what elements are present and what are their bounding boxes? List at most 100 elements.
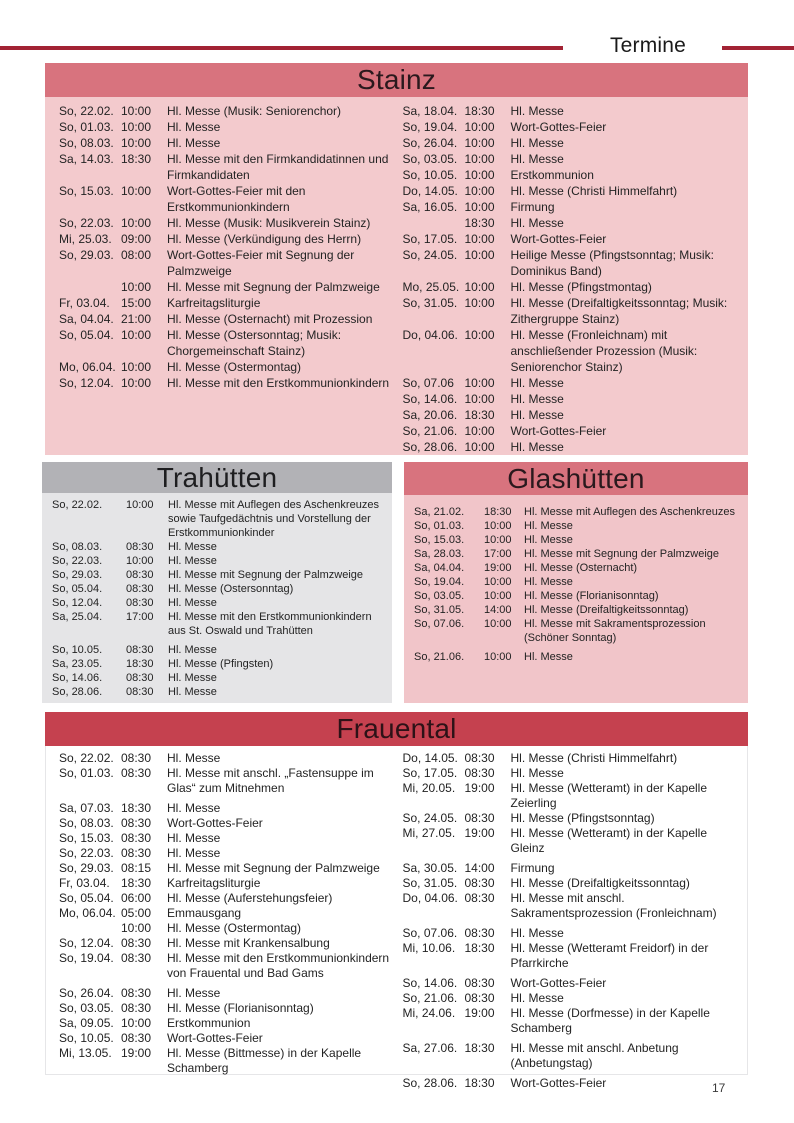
entry-date: So, 31.05. bbox=[414, 604, 465, 616]
schedule-column: Do, 14.05. 08:30 Hl. Messe (Christi Himmel… bbox=[402, 751, 735, 1090]
entry-text: Hl. Messe mit Krankensalbung bbox=[167, 936, 330, 950]
entry-date: So, 15.03. bbox=[59, 184, 114, 198]
schedule-row: So, 15.03. 08:30 Hl. Messe bbox=[59, 831, 391, 846]
entry-time: 09:00 bbox=[121, 232, 152, 246]
entry-time: 19:00 bbox=[121, 1046, 152, 1060]
entry-date: So, 29.03. bbox=[59, 248, 114, 262]
entry-date: So, 03.05. bbox=[402, 152, 458, 166]
schedule-row: So, 28.06. 08:30 Hl. Messe bbox=[52, 685, 382, 699]
schedule-row: So, 14.06. 10:00 Hl. Messe bbox=[403, 391, 735, 407]
schedule-row: So, 03.05. 08:30 Hl. Messe (Florianisonnta… bbox=[59, 1001, 391, 1016]
schedule-row: So, 29.03. 08:00 Wort-Gottes-Feier mit Seg… bbox=[59, 247, 391, 279]
schedule-column: So, 22.02. 10:00 Hl. Messe (Musik: Seniore… bbox=[59, 103, 391, 455]
entry-time: 14:00 bbox=[464, 861, 495, 875]
entry-date: Fr, 03.04. bbox=[59, 296, 110, 310]
section-header: Stainz bbox=[45, 63, 748, 97]
section-title: Stainz bbox=[356, 64, 437, 95]
entry-date: So, 01.03. bbox=[59, 120, 114, 134]
section-body: So, 22.02. 10:00 Hl. Messe (Musik: Seniore… bbox=[45, 97, 748, 455]
schedule-row: So, 28.06. 10:00 Hl. Messe bbox=[403, 439, 735, 455]
entry-text: Hl. Messe mit Auflegen des Aschenkreuzes bbox=[524, 506, 735, 518]
entry-text: Hl. Messe (Wetteramt) in der Kapelle Zei… bbox=[510, 781, 708, 810]
entry-date: Do, 14.05. bbox=[402, 751, 458, 765]
schedule-row: Mo, 25.05. 10:00 Hl. Messe (Pfingstmontag) bbox=[403, 279, 735, 295]
schedule-row: So, 03.05. 10:00 Hl. Messe (Florianisonnta… bbox=[414, 589, 738, 603]
schedule-row: So, 31.05. 10:00 Hl. Messe (Dreifaltigkeit… bbox=[403, 295, 735, 327]
schedule-row: Sa, 07.03. 18:30 Hl. Messe bbox=[59, 801, 391, 816]
entry-time: 18:30 bbox=[464, 941, 495, 955]
entry-text: Hl. Messe bbox=[510, 926, 564, 940]
entry-text: Hl. Messe mit Segnung der Palmzweige bbox=[167, 280, 380, 294]
entry-date: So, 05.04. bbox=[59, 891, 114, 905]
entry-date: Sa, 25.04. bbox=[52, 611, 103, 623]
schedule-row: So, 31.05. 08:30 Hl. Messe (Dreifaltigkeit… bbox=[403, 876, 735, 891]
schedule-row: So, 14.06. 08:30 Hl. Messe bbox=[52, 671, 382, 685]
entry-time: 10:00 bbox=[121, 328, 152, 342]
schedule-row: So, 19.04. 08:30 Hl. Messe mit den Erstkom… bbox=[59, 951, 391, 981]
entry-time: 10:00 bbox=[464, 392, 495, 406]
entry-date: So, 08.03. bbox=[52, 541, 103, 553]
entry-time: 10:00 bbox=[464, 168, 495, 182]
entry-text: Hl. Messe (Musik: Seniorenchor) bbox=[167, 104, 342, 118]
entry-time: 10:00 bbox=[121, 921, 152, 935]
section-title: Glashütten bbox=[507, 462, 645, 494]
schedule-row: Sa, 16.05. 10:00 Firmung bbox=[403, 199, 735, 215]
schedule-row: So, 12.04. 08:30 Hl. Messe mit Krankensalb… bbox=[59, 936, 391, 951]
entry-text: Hl. Messe mit anschl. Anbetung (Anbetung… bbox=[510, 1041, 679, 1070]
entry-time: 10:00 bbox=[121, 376, 152, 390]
entry-time: 10:00 bbox=[464, 328, 495, 342]
entry-date: Mo, 06.04. bbox=[59, 360, 116, 374]
entry-time: 10:00 bbox=[484, 651, 512, 663]
entry-text: Hl. Messe bbox=[167, 831, 221, 845]
entry-text: Hl. Messe bbox=[510, 991, 564, 1005]
entry-date: So, 07.06. bbox=[414, 618, 465, 630]
entry-date: So, 07.06 bbox=[402, 376, 454, 390]
entry-date: Sa, 16.05. bbox=[402, 200, 458, 214]
entry-text: Hl. Messe bbox=[510, 392, 564, 406]
entry-text: Hl. Messe mit Segnung der Palmzweige bbox=[167, 861, 380, 875]
schedule-row: Sa, 27.06. 18:30 Hl. Messe mit anschl. Anb… bbox=[403, 1041, 735, 1071]
entry-date: So, 10.05. bbox=[59, 1031, 114, 1045]
entry-time: 10:00 bbox=[464, 184, 495, 198]
entry-date: Mi, 13.05. bbox=[59, 1046, 112, 1060]
entry-text: Hl. Messe (Pfingstmontag) bbox=[510, 280, 652, 294]
entry-date: Mi, 10.06. bbox=[402, 941, 456, 955]
entry-date: So, 12.04. bbox=[59, 936, 114, 950]
entry-time: 08:15 bbox=[121, 861, 152, 875]
section-body: So, 22.02. 10:00 Hl. Messe mit Auflegen de… bbox=[42, 493, 392, 703]
schedule-row: Do, 04.06. 08:30 Hl. Messe mit anschl. Sak… bbox=[403, 891, 735, 921]
entry-date: So, 21.06. bbox=[402, 424, 458, 438]
entry-text: Hl. Messe (Osternacht) bbox=[524, 562, 638, 574]
schedule-column: Sa, 18.04. 18:30 Hl. Messe So, 19.04. 10:00 W… bbox=[403, 103, 735, 455]
entry-time: 19:00 bbox=[464, 781, 495, 795]
schedule-row: So, 31.05. 14:00 Hl. Messe (Dreifaltigkeit… bbox=[414, 603, 738, 617]
entry-text: Hl. Messe bbox=[168, 597, 217, 609]
entry-date: Sa, 09.05. bbox=[59, 1016, 114, 1030]
entry-date: So, 24.05. bbox=[402, 811, 458, 825]
entry-date: So, 29.03. bbox=[59, 861, 114, 875]
entry-date: So, 22.02. bbox=[59, 104, 114, 118]
schedule-row: So, 14.06. 08:30 Wort-Gottes-Feier bbox=[403, 976, 735, 991]
entry-time: 10:00 bbox=[464, 152, 495, 166]
entry-time: 08:30 bbox=[464, 926, 495, 940]
schedule-row: So, 21.06. 10:00 Hl. Messe bbox=[414, 650, 738, 664]
entry-time: 19:00 bbox=[464, 826, 495, 840]
schedule-row: Fr, 03.04. 18:30 Karfreitagsliturgie bbox=[59, 876, 391, 891]
entry-time: 08:30 bbox=[121, 951, 152, 965]
entry-date: So, 22.02. bbox=[52, 499, 103, 511]
entry-text: Hl. Messe mit den Erstkommunionkindern a… bbox=[168, 611, 372, 637]
entry-text: Hl. Messe (Wetteramt) in der Kapelle Gle… bbox=[510, 826, 708, 855]
entry-time: 08:30 bbox=[464, 891, 495, 905]
entry-text: Hl. Messe bbox=[167, 120, 221, 134]
entry-time: 14:00 bbox=[484, 604, 512, 616]
entry-text: Wort-Gottes-Feier bbox=[510, 424, 607, 438]
schedule-row: 10:00 Hl. Messe (Ostermontag) bbox=[59, 921, 391, 936]
entry-time: 18:30 bbox=[464, 408, 495, 422]
entry-time: 08:30 bbox=[464, 751, 495, 765]
schedule-row: So, 07.06. 10:00 Hl. Messe mit Sakramentsp… bbox=[414, 617, 738, 645]
entry-text: Hl. Messe bbox=[167, 136, 221, 150]
entry-time: 10:00 bbox=[484, 534, 512, 546]
entry-date: So, 22.03. bbox=[52, 555, 103, 567]
entry-date: So, 12.04. bbox=[59, 376, 114, 390]
